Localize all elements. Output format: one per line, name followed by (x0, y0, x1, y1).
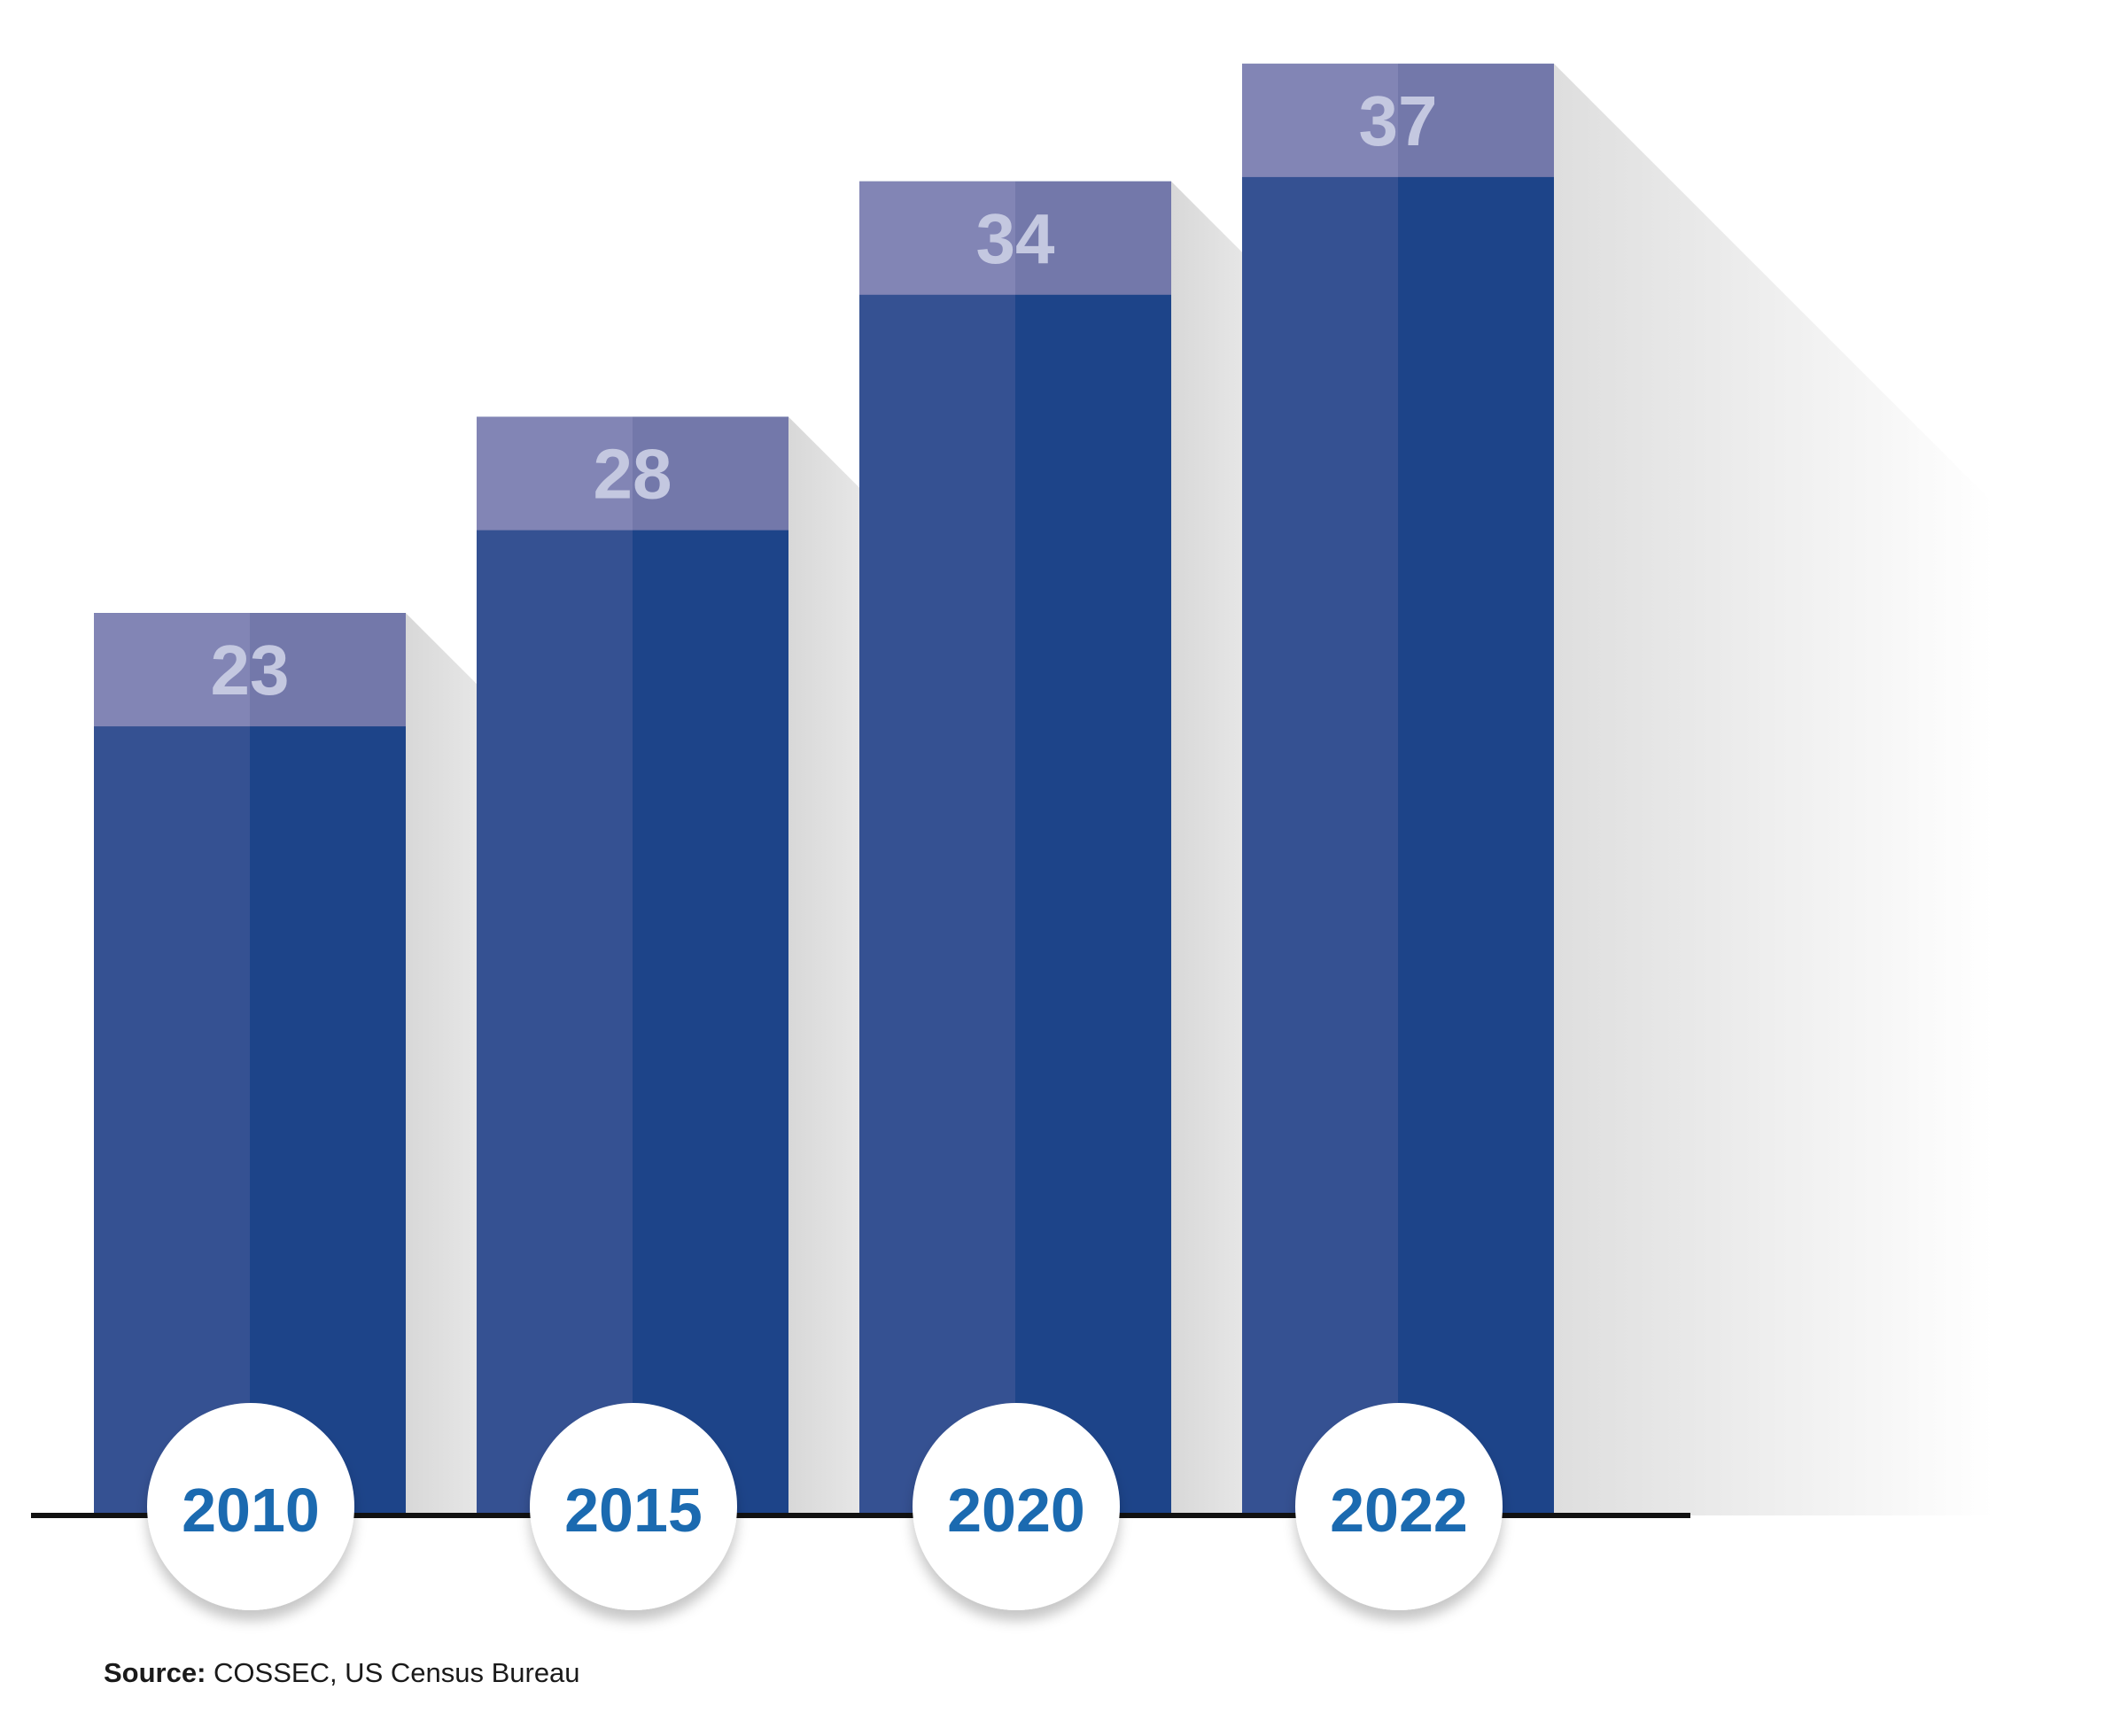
category-badge-2010 (147, 1403, 354, 1610)
category-label-2020: 2020 (947, 1476, 1085, 1545)
bar-2022-left (1242, 63, 1398, 1515)
value-label-2010: 23 (211, 631, 290, 709)
bar-2010-right (250, 613, 406, 1515)
bar-cap-2022-right (1398, 63, 1554, 177)
bars: 23 28 34 37 (94, 63, 1554, 1516)
source-note: Source: COSSEC, US Census Bureau (104, 1657, 580, 1689)
bar-2015-right (633, 416, 788, 1516)
bar-cap-2020-left (859, 181, 1015, 295)
bar-2010-left (94, 613, 250, 1515)
value-label-2015: 28 (594, 435, 672, 514)
bar-2022-right (1398, 63, 1554, 1515)
bar-shadow-2010 (406, 613, 477, 1515)
source-text: COSSEC, US Census Bureau (206, 1657, 580, 1688)
bar-cap-2015-right (633, 416, 788, 531)
category-badge-2015 (530, 1403, 737, 1610)
category-label-2010: 2010 (182, 1476, 320, 1545)
category-label-2015: 2015 (564, 1476, 703, 1545)
category-badges: 2010 2015 2020 2022 (147, 1403, 1503, 1610)
value-label-2022: 37 (1359, 81, 1438, 160)
bar-cap-2022-left (1242, 63, 1398, 177)
bar-2015-left (477, 416, 633, 1516)
source-label: Source: (104, 1657, 206, 1688)
category-label-2022: 2022 (1330, 1476, 1468, 1545)
bar-shadows (406, 63, 1993, 1516)
bar-shadow-2015 (788, 416, 859, 1516)
bar-cap-2020-right (1015, 181, 1171, 295)
bar-shadow-2020 (1171, 181, 1242, 1515)
category-badge-2020 (913, 1403, 1120, 1610)
bar-2020-right (1015, 181, 1171, 1515)
bar-2020-left (859, 181, 1015, 1515)
value-label-2020: 34 (976, 199, 1055, 278)
bar-cap-2010-left (94, 613, 250, 727)
category-badge-2022 (1295, 1403, 1503, 1610)
bar-shadow-2022 (1554, 63, 1993, 1515)
bar-cap-2015-left (477, 416, 633, 531)
bar-cap-2010-right (250, 613, 406, 727)
